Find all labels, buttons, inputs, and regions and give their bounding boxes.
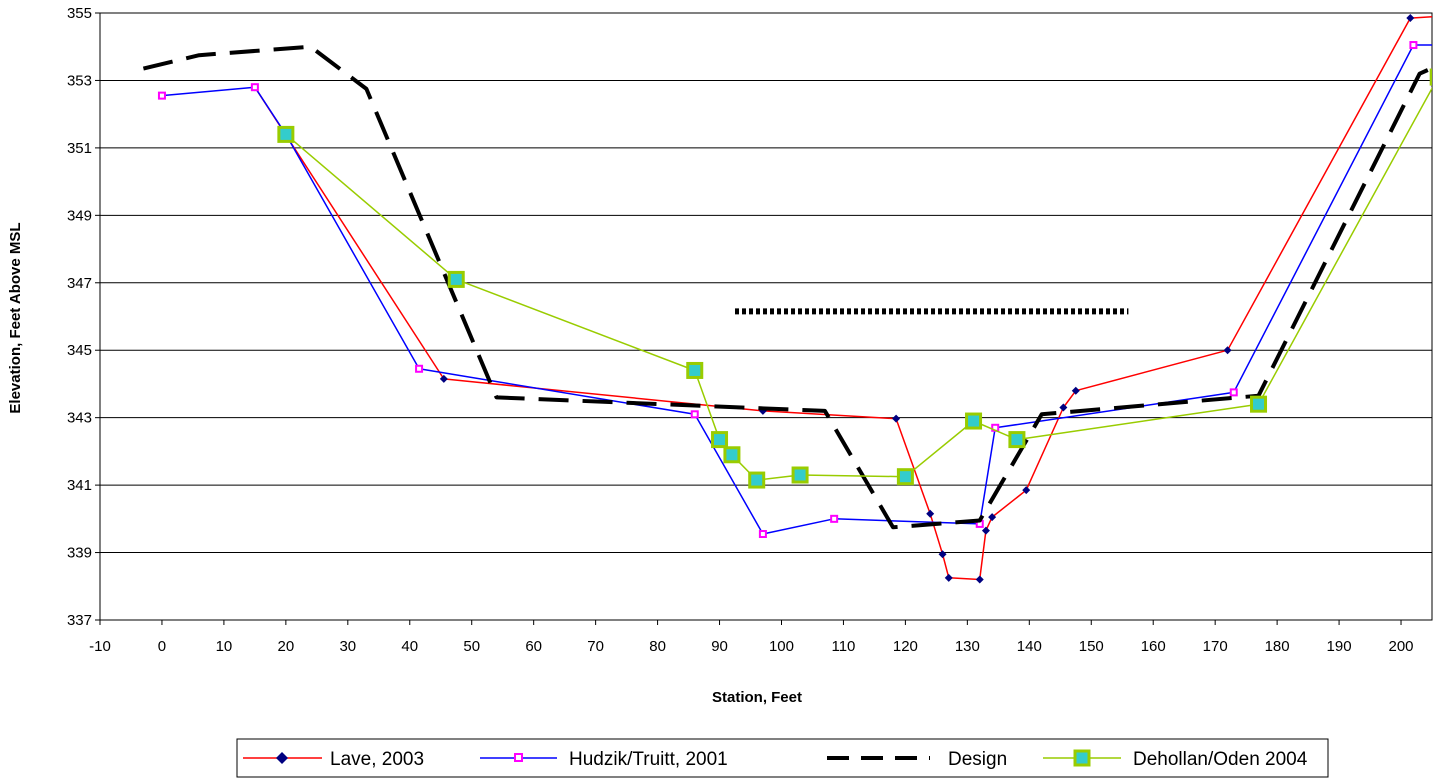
x-tick-label: 30 bbox=[339, 638, 356, 655]
data-point bbox=[1406, 14, 1415, 23]
y-tick-label: 347 bbox=[67, 275, 92, 292]
y-tick-label: 349 bbox=[67, 207, 92, 224]
series-2 bbox=[142, 44, 1432, 530]
data-point bbox=[1409, 41, 1418, 50]
legend: Lave, 2003 Hudzik/Truitt, 2001 Design De… bbox=[236, 738, 1329, 778]
data-point bbox=[1022, 486, 1031, 495]
data-point bbox=[1008, 431, 1026, 449]
data-point bbox=[981, 526, 990, 535]
data-point bbox=[1435, 42, 1439, 48]
x-tick-label: 10 bbox=[216, 638, 233, 655]
data-point bbox=[791, 466, 809, 484]
x-tick-label: 0 bbox=[158, 638, 166, 655]
x-tick-label: 180 bbox=[1265, 638, 1290, 655]
y-tick-label: 343 bbox=[67, 410, 92, 427]
legend-label-design: Design bbox=[948, 749, 1007, 770]
x-tick-label: 70 bbox=[587, 638, 604, 655]
y-axis: 337 339 341 343 345 347 349 351 353 355 bbox=[67, 5, 100, 629]
x-tick-label: 120 bbox=[893, 638, 918, 655]
x-tick-label: -10 bbox=[89, 638, 111, 655]
y-axis-title: Elevation, Feet Above MSL bbox=[7, 222, 24, 413]
y-tick-label: 345 bbox=[67, 342, 92, 359]
gridlines bbox=[100, 12, 1432, 621]
legend-label-lave: Lave, 2003 bbox=[330, 749, 424, 770]
data-point bbox=[415, 364, 424, 373]
data-point bbox=[1223, 346, 1232, 355]
y-tick-label: 351 bbox=[67, 140, 92, 157]
legend-entry-lave: Lave, 2003 bbox=[243, 749, 424, 770]
data-point bbox=[1434, 12, 1439, 20]
data-point bbox=[926, 509, 935, 518]
data-point bbox=[1250, 395, 1268, 413]
data-point bbox=[250, 83, 259, 92]
data-point bbox=[938, 550, 947, 559]
data-point bbox=[1071, 386, 1080, 395]
data-point bbox=[965, 412, 983, 430]
data-point bbox=[157, 91, 166, 100]
data-point bbox=[944, 573, 953, 582]
x-tick-label: 90 bbox=[711, 638, 728, 655]
legend-entry-hudzik: Hudzik/Truitt, 2001 bbox=[480, 749, 728, 770]
series-line bbox=[285, 86, 1432, 481]
y-tick-label: 355 bbox=[67, 5, 92, 22]
y-tick-label: 337 bbox=[67, 612, 92, 629]
x-tick-label: 160 bbox=[1141, 638, 1166, 655]
data-point bbox=[748, 471, 766, 489]
x-tick-label: 200 bbox=[1389, 638, 1414, 655]
data-point bbox=[1229, 388, 1238, 397]
x-tick-label: 130 bbox=[955, 638, 980, 655]
data-point bbox=[447, 270, 465, 288]
plot-area-frame bbox=[99, 12, 1433, 621]
legend-label-hudzik: Hudzik/Truitt, 2001 bbox=[569, 749, 728, 770]
series-layer bbox=[142, 12, 1439, 584]
series-line bbox=[142, 44, 1432, 530]
x-tick-label: 110 bbox=[831, 638, 855, 655]
y-tick-label: 353 bbox=[67, 72, 92, 89]
x-tick-label: 60 bbox=[525, 638, 542, 655]
data-point bbox=[690, 410, 699, 419]
series-3 bbox=[277, 68, 1432, 489]
x-tick-label: 140 bbox=[1017, 638, 1042, 655]
x-tick-label: 190 bbox=[1327, 638, 1352, 655]
series-0 bbox=[250, 12, 1439, 584]
x-axis: -10 0 10 20 30 40 50 60 70 80 90 100 110 120 130 140 150… bbox=[89, 620, 1414, 655]
data-point bbox=[975, 575, 984, 584]
data-point bbox=[1429, 68, 1432, 86]
x-tick-label: 100 bbox=[769, 638, 794, 655]
x-tick-label: 170 bbox=[1203, 638, 1228, 655]
data-point bbox=[686, 361, 704, 379]
legend-label-dehollan: Dehollan/Oden 2004 bbox=[1133, 749, 1308, 770]
x-tick-label: 20 bbox=[278, 638, 295, 655]
legend-entry-dehollan: Dehollan/Oden 2004 bbox=[1043, 749, 1308, 770]
y-tick-label: 339 bbox=[67, 545, 92, 562]
data-point bbox=[711, 431, 729, 449]
x-tick-label: 40 bbox=[401, 638, 418, 655]
data-point bbox=[830, 514, 839, 523]
data-point bbox=[439, 374, 448, 383]
data-point bbox=[277, 125, 295, 143]
y-tick-label: 341 bbox=[67, 477, 92, 494]
x-tick-label: 150 bbox=[1079, 638, 1104, 655]
x-axis-title: Station, Feet bbox=[712, 689, 802, 706]
legend-entry-design: Design bbox=[827, 749, 1007, 770]
legend-box bbox=[236, 738, 1329, 778]
data-point bbox=[896, 468, 914, 486]
data-point bbox=[723, 446, 741, 464]
series-line bbox=[254, 16, 1432, 581]
data-point bbox=[988, 513, 997, 522]
x-tick-label: 80 bbox=[649, 638, 666, 655]
data-point bbox=[892, 414, 901, 423]
series-1 bbox=[157, 41, 1439, 539]
x-tick-label: 50 bbox=[463, 638, 480, 655]
data-point bbox=[1059, 403, 1068, 412]
series-line bbox=[161, 44, 1432, 535]
data-point bbox=[758, 530, 767, 539]
